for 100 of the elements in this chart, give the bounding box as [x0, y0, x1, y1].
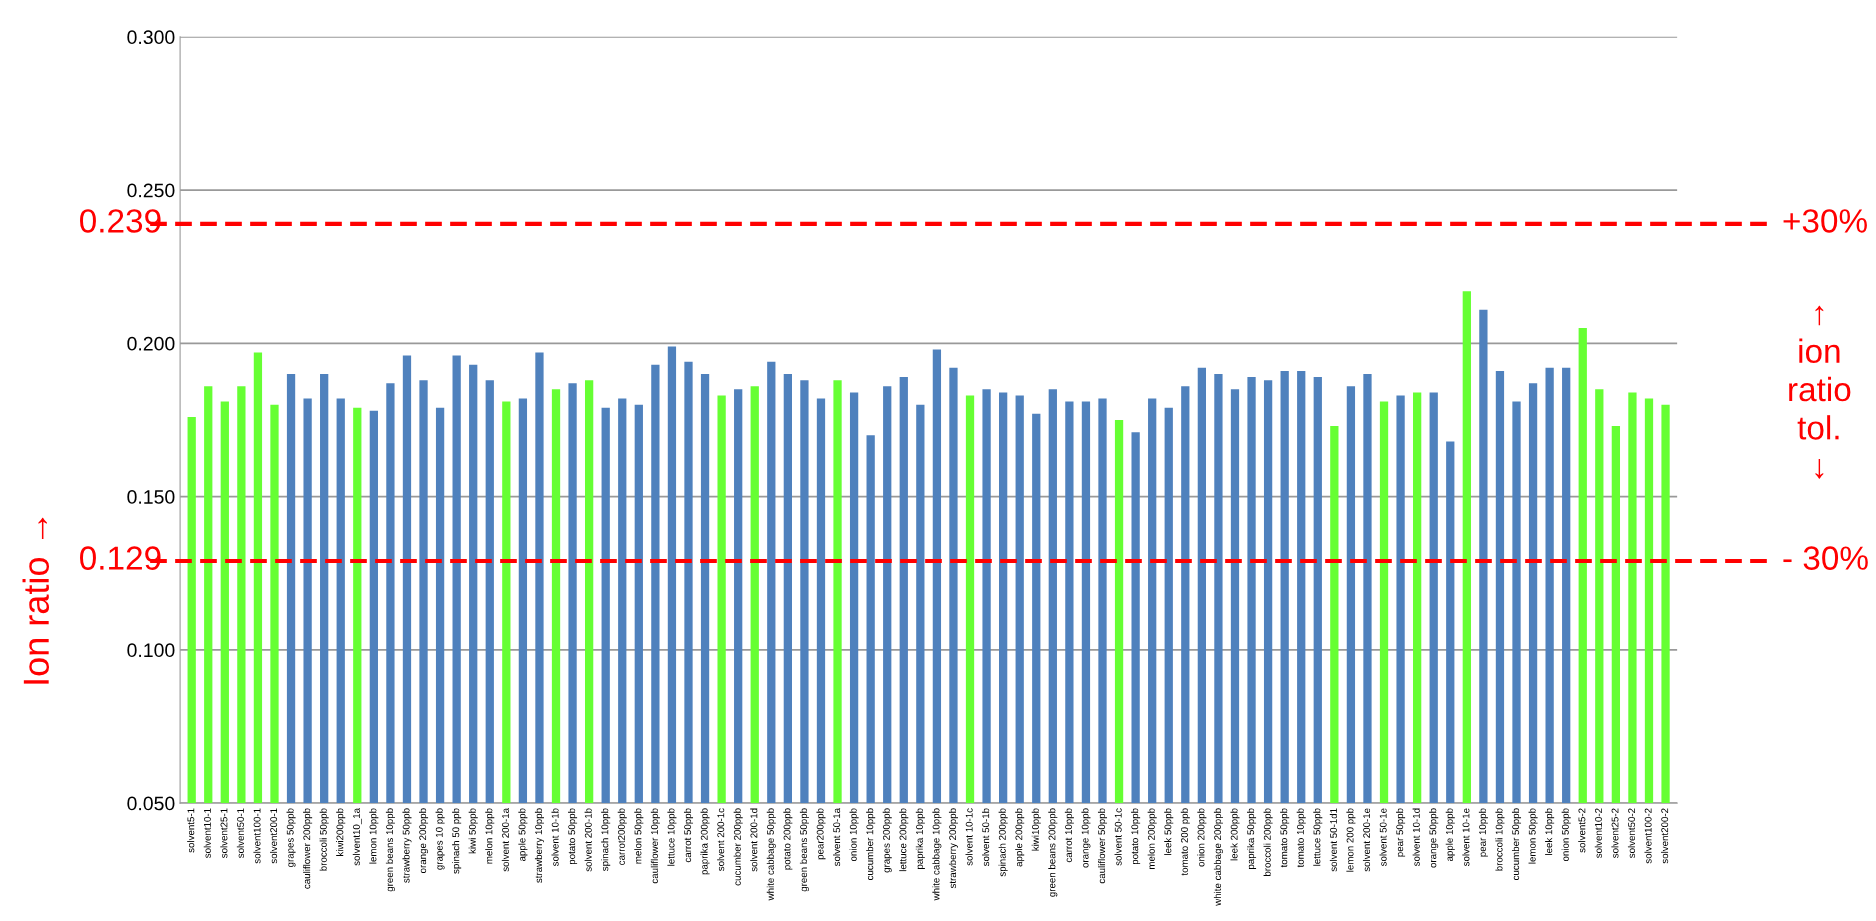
x-tick-label: solvent5-2: [1578, 808, 1586, 853]
x-tick-label: green beans 200ppb: [1048, 808, 1058, 897]
x-tick-label: pear 50ppb: [1396, 808, 1406, 857]
x-tick-label: cauliflower 200ppb: [303, 808, 313, 889]
y-tick-label: 0.050: [127, 796, 175, 811]
x-tick-label: solvent 200-1e: [1362, 808, 1371, 872]
x-tick-label: apple 10ppb: [1445, 808, 1455, 862]
y-tick-label: 0.100: [127, 643, 175, 658]
x-tick-label: solvent 200-1a: [501, 807, 509, 872]
x-tick-label: tomato 10ppb: [1296, 808, 1306, 868]
x-tick-label: green beans 10ppb: [385, 808, 395, 892]
x-tick-label: kiwi10ppb: [1031, 808, 1041, 851]
x-tick-label: leek 50ppb: [1164, 808, 1174, 855]
text: +30%: [1783, 209, 1867, 233]
x-tick-label: apple 200ppb: [1015, 808, 1025, 867]
x-tick-label: solvent25-2: [1611, 808, 1619, 858]
x-tick-label: solvent10-2: [1594, 808, 1602, 858]
x-tick-label: onion 50ppb: [1561, 808, 1571, 862]
x-tick-label: spinach 10ppb: [601, 808, 611, 871]
x-tick-label: kiwi200ppb: [336, 808, 346, 856]
x-tick-label: solvent 50-1a: [833, 807, 841, 867]
x-tick-label: pear 10ppb: [1478, 808, 1488, 857]
x-tick-label: potato 50ppb: [568, 808, 578, 865]
x-tick-label: grapes 50ppb: [286, 808, 296, 868]
x-tick-label: paprika 50ppb: [1247, 808, 1257, 869]
y-tick-label: 0.200: [127, 336, 175, 351]
text: - 30%: [1783, 546, 1868, 570]
x-tick-label: melon 50ppb: [634, 808, 644, 864]
x-tick-label: melon 200ppb: [1147, 808, 1157, 869]
x-tick-label: cucumber 200ppb: [733, 808, 743, 886]
x-tick-label: grapes 10 ppb: [435, 808, 445, 870]
x-tick-label: strawberry 10ppb: [534, 808, 544, 883]
x-tick-label: solvent 10-1b: [551, 808, 559, 867]
x-tick-label: solvent100-1: [253, 808, 261, 864]
x-tick-label: tomato 200 ppb: [1180, 808, 1190, 876]
x-tick-label: solvent10-1: [203, 808, 211, 858]
x-tick-label: solvent 10-1d: [1412, 808, 1420, 867]
y-tick-label: 0.300: [127, 30, 175, 45]
x-tick-label: broccoli 50ppb: [319, 808, 329, 871]
ref-line-label: 0.129: [80, 546, 161, 570]
x-tick-label: white cabbage 10ppb: [932, 808, 942, 901]
x-tick-label: onion 200ppb: [1197, 808, 1207, 867]
x-tick-label: solvent25-1: [220, 808, 228, 858]
x-tick-label: solvent 10-1c: [965, 808, 973, 866]
x-tick-label: solvent 50-1c: [1114, 808, 1122, 866]
x-tick-label: solvent5-1: [187, 808, 195, 853]
x-tick-label: grapes 200ppb: [882, 808, 892, 873]
text: ↑ ion ratio tol. ↓: [1789, 305, 1851, 479]
x-tick-label: lemon 50ppb: [1528, 808, 1538, 864]
x-tick-label: pear200ppb: [816, 808, 826, 860]
y-axis-title: Ion ratio →: [22, 517, 50, 684]
x-tick-label: cucumber 50ppb: [1511, 808, 1522, 880]
x-tick-label: cauliflower 10ppb: [650, 808, 660, 884]
x-tick-label: solvent50-2: [1627, 808, 1636, 858]
x-tick-label: orange 50ppb: [1429, 808, 1439, 868]
x-tick-label: solvent50-1: [236, 808, 244, 858]
x-tick-label: orange 200ppb: [419, 808, 429, 873]
x-tick-label: leek 200ppb: [1230, 808, 1240, 861]
x-tick-label: solvent100-2: [1644, 808, 1652, 864]
x-tick-label: kiwi 50ppb: [468, 808, 478, 854]
x-tick-label: solvent200-2: [1661, 808, 1669, 864]
x-tick-label: white cabbage 50ppb: [766, 808, 776, 901]
x-tick-label: apple 50ppb: [518, 808, 528, 862]
x-tick-label: orange 10ppb: [1081, 808, 1091, 868]
x-tick-label: lemon 200 ppb: [1346, 808, 1356, 872]
x-tick-label: solvent 50-1b: [982, 808, 990, 867]
x-tick-label: potato 200ppb: [783, 808, 793, 870]
x-tick-label: spinach 50 ppb: [452, 808, 462, 874]
x-tick-label: solvent 200-1c: [717, 808, 725, 871]
y-tick-label: 0.250: [127, 183, 175, 198]
x-tick-label: leek 10ppb: [1545, 808, 1555, 855]
x-tick-label: solvent200-1: [269, 808, 278, 864]
x-tick-label: spinach 200ppb: [998, 808, 1008, 877]
x-tick-label: solvent 10-1e: [1462, 808, 1470, 867]
x-tick-label: carrot 10ppb: [1064, 808, 1074, 863]
x-tick-label: lemon 10ppb: [369, 808, 379, 864]
x-tick-label: solvent 50-1e: [1379, 808, 1387, 867]
x-tick-label: cauliflower 50ppb: [1097, 808, 1108, 884]
x-tick-label: lettuce 50ppb: [1313, 808, 1323, 866]
x-tick-label: lettuce 200ppb: [899, 808, 909, 872]
x-tick-label: solvent10_1a: [352, 807, 362, 866]
x-tick-label: white cabbage 200ppb: [1213, 808, 1223, 906]
x-tick-label: cucumber 10ppb: [866, 808, 876, 880]
x-tick-label: paprika 10ppb: [915, 808, 925, 869]
x-tick-label: potato 10ppb: [1131, 808, 1141, 865]
x-tick-label: green beans 50ppb: [799, 808, 809, 892]
y-tick-label: 0.150: [127, 490, 175, 504]
x-tick-label: solvent 200-1b: [584, 808, 592, 872]
x-tick-label: strawberry 200ppb: [948, 808, 958, 889]
x-tick-label: onion 10ppb: [849, 808, 859, 862]
x-tick-label: broccoli 10ppb: [1495, 808, 1505, 871]
x-tick-label: carrot200ppb: [617, 808, 627, 865]
x-tick-label: solvent 50-1d1: [1329, 808, 1337, 872]
x-tick-label: lettuce 10ppb: [667, 808, 677, 866]
x-tick-label: carrot 50ppb: [683, 808, 694, 863]
x-tick-label: melon 10ppb: [485, 808, 495, 864]
x-tick-label: strawberry 50ppb: [402, 808, 412, 883]
x-tick-label: tomato 50ppb: [1280, 808, 1290, 868]
x-tick-label: solvent 200-1d: [750, 808, 758, 872]
x-tick-label: paprika 200ppb: [700, 808, 710, 875]
